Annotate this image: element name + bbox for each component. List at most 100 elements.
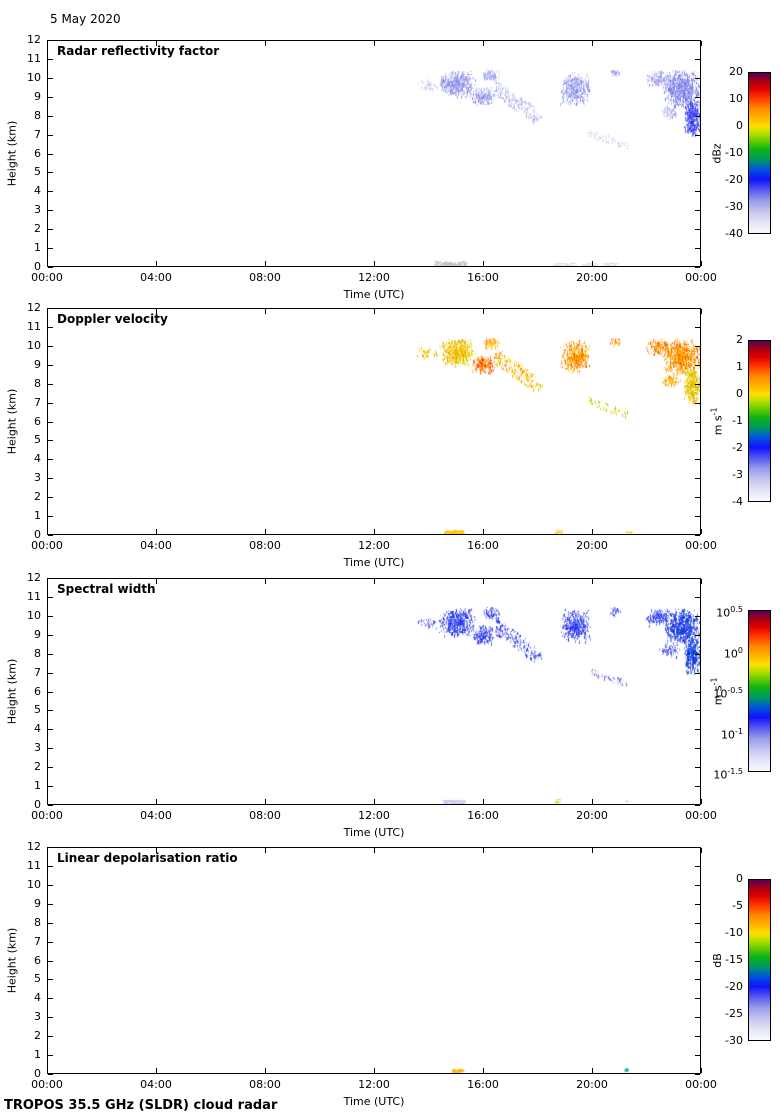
y-tick-label: 7 [34, 395, 41, 409]
x-tick-mark [701, 799, 702, 804]
x-tick-label: 04:00 [140, 271, 172, 284]
y-axis-label: Height (km) [4, 40, 20, 267]
x-tick-mark [374, 309, 375, 314]
x-tick-mark [156, 529, 157, 534]
y-tick-mark [48, 786, 53, 787]
y-tick-mark [695, 229, 700, 230]
x-tick-mark [592, 529, 593, 534]
y-tick-mark [48, 1074, 53, 1075]
colorbar-tick-label: -2 [732, 441, 743, 454]
y-tick-mark [48, 172, 53, 173]
colorbar-tick-label: 0 [736, 387, 743, 400]
y-axis-label-text: Height (km) [5, 120, 19, 187]
x-tick-label: 12:00 [358, 809, 390, 822]
y-tick-label: 6 [34, 953, 41, 967]
y-tick-mark [48, 673, 53, 674]
y-tick-label: 9 [34, 357, 41, 371]
y-tick-label: 1 [34, 1048, 41, 1062]
x-tick-mark [483, 261, 484, 266]
x-tick-mark [701, 848, 702, 853]
y-axis-label-text: Height (km) [5, 927, 19, 994]
x-tick-mark [47, 41, 48, 46]
y-tick-mark [48, 767, 53, 768]
y-axis-label-text: Height (km) [5, 658, 19, 725]
colorbar-unit-velocity: m s-1 [708, 340, 726, 502]
x-tick-mark [265, 799, 266, 804]
x-tick-label: 00:00 [31, 809, 63, 822]
y-tick-label: 5 [34, 972, 41, 986]
y-tick-mark [48, 635, 53, 636]
y-tick-label: 10 [27, 877, 41, 891]
y-tick-mark [48, 346, 53, 347]
y-tick-mark [695, 403, 700, 404]
y-tick-mark [695, 961, 700, 962]
y-tick-mark [695, 904, 700, 905]
heatmap-canvas-reflectivity [47, 40, 701, 267]
y-tick-mark [48, 942, 53, 943]
y-tick-mark [695, 578, 700, 579]
y-tick-label: 10 [27, 338, 41, 352]
colorbar-tick-label: -20 [725, 173, 743, 186]
colorbar-spectral-width [748, 610, 771, 772]
x-tick-label: 16:00 [467, 271, 499, 284]
y-tick-mark [48, 885, 53, 886]
y-tick-label: 8 [34, 915, 41, 929]
y-tick-mark [695, 692, 700, 693]
x-tick-mark [483, 309, 484, 314]
x-tick-mark [47, 848, 48, 853]
y-tick-mark [48, 729, 53, 730]
y-tick-label: 6 [34, 684, 41, 698]
colorbar-unit-spectral-width: m s-1 [708, 610, 726, 772]
x-tick-label: 16:00 [467, 539, 499, 552]
x-tick-mark [156, 1068, 157, 1073]
colorbar-tick-label: 10 [729, 92, 743, 105]
y-tick-mark [695, 210, 700, 211]
x-axis-label: Time (UTC) [343, 1095, 405, 1108]
x-tick-mark [483, 1068, 484, 1073]
y-tick-mark [48, 654, 53, 655]
y-tick-mark [695, 1055, 700, 1056]
colorbar-tick-label: -30 [725, 1034, 743, 1047]
panel-box-velocity [47, 308, 701, 535]
x-tick-mark [374, 41, 375, 46]
heatmap-canvas-ldr [47, 847, 701, 1074]
panel-box-spectral-width [47, 578, 701, 805]
y-tick-mark [695, 710, 700, 711]
colorbar-tick-label: -10 [725, 146, 743, 159]
x-tick-mark [156, 848, 157, 853]
y-tick-mark [695, 1036, 700, 1037]
x-tick-mark [265, 579, 266, 584]
y-tick-mark [695, 497, 700, 498]
colorbar-unit-text: m s-1 [709, 677, 725, 705]
x-tick-label: 04:00 [140, 1078, 172, 1091]
y-tick-mark [695, 116, 700, 117]
y-tick-label: 4 [34, 184, 41, 198]
y-tick-mark [695, 384, 700, 385]
x-tick-label: 08:00 [249, 271, 281, 284]
x-tick-mark [47, 529, 48, 534]
colorbar-tick-label: -10 [725, 926, 743, 939]
y-tick-mark [48, 866, 53, 867]
colorbar-tick-label: -5 [732, 899, 743, 912]
y-tick-mark [695, 998, 700, 999]
y-tick-label: 12 [27, 301, 41, 314]
y-axis-label: Height (km) [4, 308, 20, 535]
colorbar-reflectivity [748, 72, 771, 234]
x-tick-label: 16:00 [467, 1078, 499, 1091]
colorbar-unit-text: dBz [710, 142, 724, 164]
y-tick-mark [695, 885, 700, 886]
figure-caption: TROPOS 35.5 GHz (SLDR) cloud radar [4, 1098, 278, 1113]
y-tick-mark [695, 767, 700, 768]
x-tick-label: 00:00 [685, 1078, 717, 1091]
y-tick-label: 9 [34, 89, 41, 103]
y-tick-label: 7 [34, 665, 41, 679]
x-tick-label: 20:00 [576, 271, 608, 284]
y-tick-mark [48, 40, 53, 41]
panel-box-ldr [47, 847, 701, 1074]
y-tick-mark [695, 979, 700, 980]
x-axis-label: Time (UTC) [343, 556, 405, 569]
x-tick-label: 08:00 [249, 1078, 281, 1091]
x-tick-label: 00:00 [685, 271, 717, 284]
y-tick-mark [48, 998, 53, 999]
panel-title-reflectivity: Radar reflectivity factor [57, 44, 220, 58]
